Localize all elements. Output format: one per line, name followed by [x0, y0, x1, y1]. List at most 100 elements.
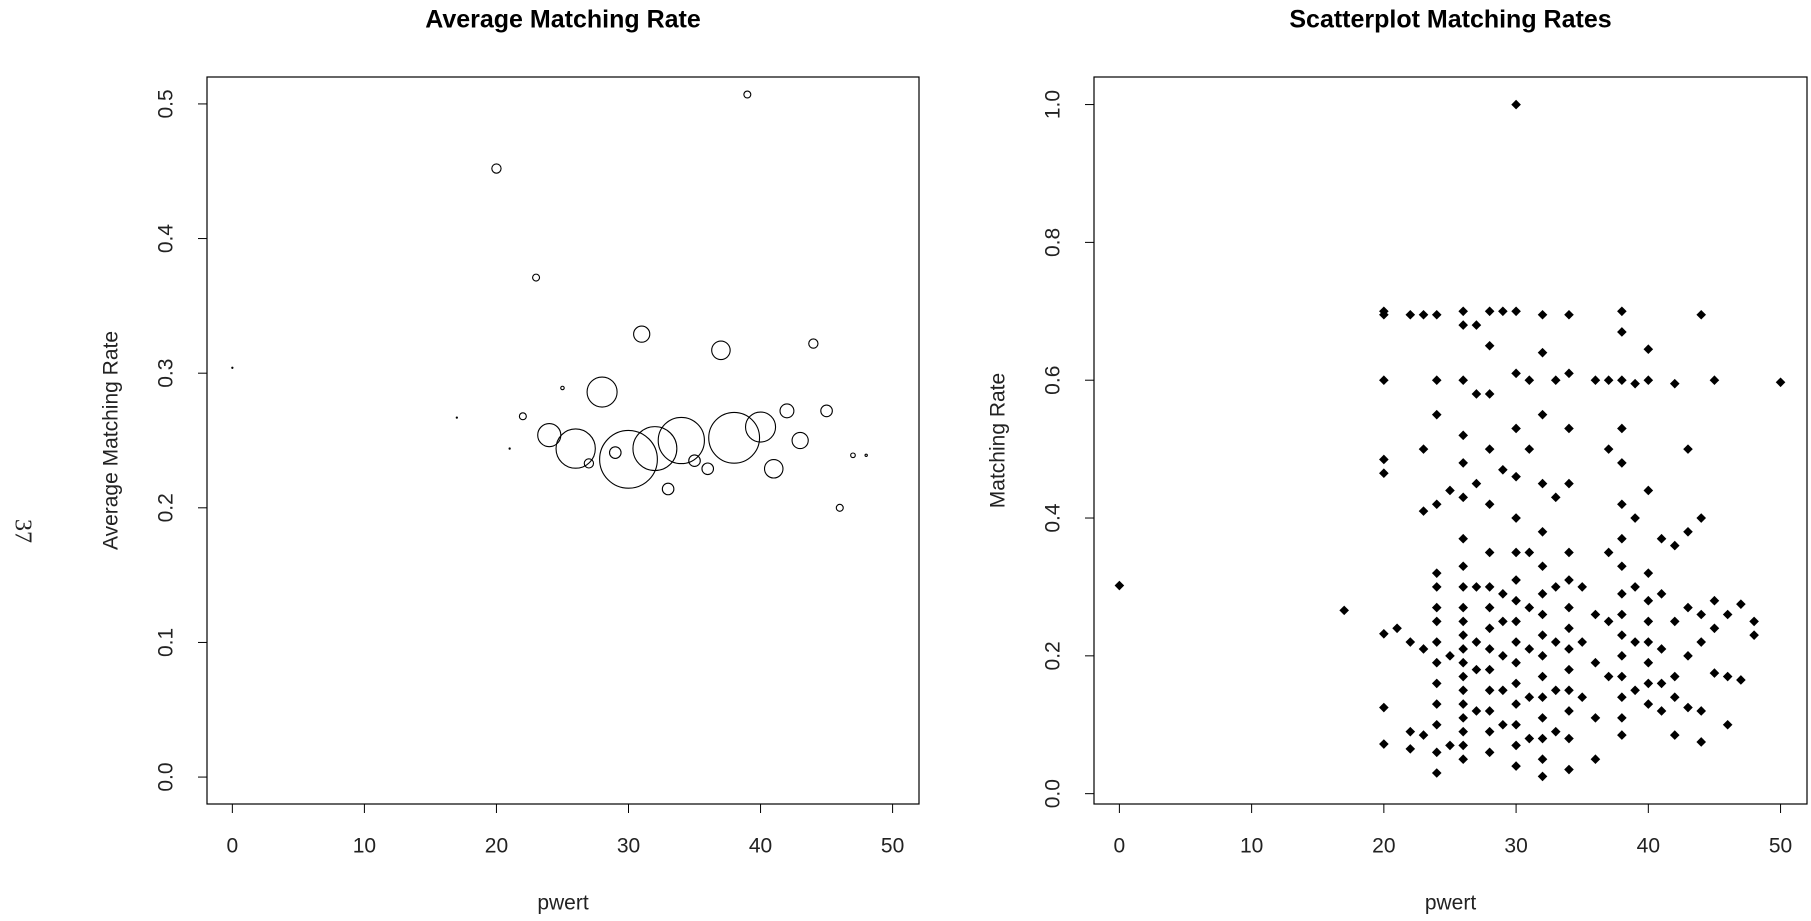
point [1669, 540, 1680, 551]
point [1484, 306, 1495, 317]
y-tick-label: 0.3 [155, 359, 178, 388]
point [1471, 320, 1482, 330]
point [1656, 589, 1667, 599]
point [1418, 730, 1429, 740]
point [1550, 492, 1561, 503]
point [1511, 678, 1521, 689]
bubble [632, 426, 678, 472]
point [1458, 726, 1468, 737]
point [1617, 630, 1627, 640]
point [1471, 706, 1482, 716]
x-tick-label: 40 [749, 835, 772, 858]
point [1431, 602, 1442, 613]
point [1511, 740, 1521, 751]
point [1537, 589, 1548, 599]
chart-title: Scatterplot Matching Rates [1289, 6, 1611, 34]
bubble [608, 446, 622, 459]
point [1511, 657, 1521, 668]
point [1696, 513, 1707, 523]
point [1656, 706, 1667, 716]
point [1603, 444, 1614, 454]
bubble [850, 452, 856, 459]
point [1590, 375, 1601, 386]
point [1669, 671, 1680, 682]
point [1683, 527, 1693, 537]
point [1379, 309, 1389, 320]
point [1683, 602, 1693, 613]
bubble [701, 462, 715, 476]
point [1617, 589, 1627, 599]
point [1458, 671, 1468, 682]
point [1736, 599, 1746, 609]
point [1617, 671, 1627, 682]
point [1379, 375, 1389, 386]
point [1564, 644, 1574, 654]
point [1643, 375, 1654, 386]
point [1484, 389, 1495, 399]
point [1722, 609, 1733, 620]
x-tick-label: 30 [1504, 835, 1527, 858]
x-tick-label: 30 [617, 835, 640, 858]
point [1431, 375, 1442, 386]
bubble [491, 163, 502, 174]
point [1484, 644, 1495, 654]
point [1550, 637, 1561, 647]
point [1431, 499, 1442, 510]
point [1511, 595, 1521, 606]
point [1603, 616, 1614, 627]
point [1458, 740, 1468, 751]
point [1458, 754, 1468, 765]
point [1630, 685, 1640, 696]
point [1431, 747, 1442, 758]
bubble [864, 453, 868, 458]
point [1630, 378, 1640, 389]
point [1471, 664, 1482, 675]
point [1617, 692, 1627, 702]
point [1511, 368, 1521, 379]
point [1577, 637, 1588, 647]
plot-frame [1093, 76, 1808, 805]
point [1749, 630, 1759, 640]
bubble [508, 447, 511, 450]
point [1114, 580, 1125, 591]
y-axis-label: Average Matching Rate [100, 331, 123, 550]
point [1498, 464, 1508, 475]
point [1405, 744, 1416, 754]
point [1498, 719, 1508, 730]
point [1550, 685, 1561, 696]
point [1498, 616, 1508, 627]
point [1471, 637, 1482, 647]
point [1379, 468, 1389, 479]
point [1458, 533, 1468, 544]
point [1537, 347, 1548, 358]
point [1458, 657, 1468, 668]
point [1511, 306, 1521, 317]
point [1471, 582, 1482, 592]
point [1471, 389, 1482, 399]
x-tick-label: 40 [1637, 835, 1660, 858]
point [1431, 568, 1442, 578]
point [1431, 409, 1442, 420]
bubble [583, 458, 595, 469]
page-number: 37 [9, 519, 35, 543]
bubble [586, 376, 618, 408]
bubble [711, 340, 731, 361]
point [1550, 375, 1561, 386]
point [1617, 306, 1627, 317]
point [1537, 651, 1548, 661]
point [1630, 582, 1640, 592]
point [1498, 651, 1508, 661]
point [1484, 685, 1495, 696]
point [1617, 423, 1627, 434]
point [1669, 616, 1680, 627]
point [1458, 602, 1468, 613]
point [1630, 637, 1640, 647]
point [1617, 327, 1627, 337]
point [1669, 378, 1680, 389]
point [1524, 733, 1535, 744]
point [1564, 547, 1574, 558]
point [1484, 706, 1495, 716]
point [1484, 664, 1495, 675]
point [1603, 547, 1614, 558]
point [1431, 719, 1442, 730]
